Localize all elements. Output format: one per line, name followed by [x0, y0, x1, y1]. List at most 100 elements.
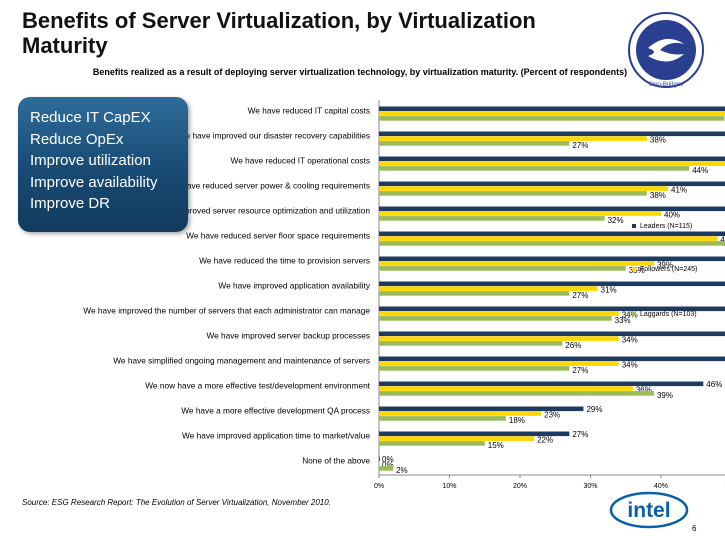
category-label: None of the above — [302, 456, 370, 466]
category-label: We have improved server resource optimiz… — [141, 206, 370, 216]
bar-laggards — [379, 441, 485, 446]
data-label-followers: 0% — [382, 461, 394, 470]
data-label-laggards: 2% — [396, 466, 408, 475]
bar-laggards — [379, 216, 605, 221]
bar-followers — [379, 211, 661, 216]
bar-laggards — [379, 241, 725, 246]
data-label-laggards: 27% — [572, 366, 588, 375]
bar-followers — [379, 461, 380, 466]
category-label: We have a more effective development QA … — [181, 406, 370, 416]
category-label: We now have a more effective test/develo… — [145, 381, 370, 391]
data-label-leaders: 27% — [572, 430, 588, 439]
bar-laggards — [379, 366, 570, 371]
legend-label-laggards: Laggards (N=103) — [640, 311, 697, 318]
bar-laggards — [379, 191, 647, 196]
bar-laggards — [379, 341, 563, 346]
source-note: Source: ESG Research Report: The Evoluti… — [22, 498, 331, 507]
data-label-laggards: 27% — [572, 291, 588, 300]
data-label-laggards: 18% — [509, 416, 525, 425]
bar-chart: 0%10%20%30%40%50%60%70%We have reduced I… — [83, 100, 725, 490]
bar-leaders — [379, 181, 725, 187]
bar-followers — [379, 436, 535, 441]
bar-leaders — [379, 156, 725, 162]
bar-leaders — [379, 231, 725, 237]
category-label: We have reduced IT capital costs — [248, 106, 370, 116]
callout-item: Improve DR — [30, 195, 111, 212]
data-label-laggards: 26% — [565, 341, 581, 350]
bar-laggards — [379, 391, 654, 396]
data-label-followers: 48% — [720, 236, 725, 245]
data-label-laggards: 32% — [608, 216, 624, 225]
bar-followers — [379, 336, 619, 341]
bar-laggards — [379, 316, 612, 321]
data-label-laggards: 44% — [692, 166, 708, 175]
data-label-leaders: 29% — [586, 405, 602, 414]
bar-leaders — [379, 281, 725, 287]
data-label-laggards: 38% — [650, 191, 666, 200]
bar-leaders — [379, 356, 725, 362]
data-label-leaders: 0% — [382, 455, 394, 464]
data-label-followers: 34% — [622, 336, 638, 345]
bar-laggards — [379, 266, 626, 271]
bar-laggards — [379, 166, 690, 171]
callout-item: Improve availability — [30, 173, 158, 191]
bar-leaders — [379, 306, 725, 312]
slide-title: Benefits of Server Virtualization, by Vi… — [22, 8, 536, 58]
data-label-laggards: 33% — [615, 316, 631, 325]
data-label-followers: 23% — [544, 411, 560, 420]
x-tick-label: 10% — [442, 483, 456, 490]
callout-item: Reduce IT CapEX — [30, 109, 151, 126]
data-label-laggards: 27% — [572, 141, 588, 150]
bar-followers — [379, 361, 619, 366]
chart-title: Benefits realized as a result of deployi… — [92, 67, 628, 77]
bar-followers — [379, 386, 633, 391]
data-label-followers: 34% — [622, 311, 638, 320]
x-tick-label: 40% — [654, 483, 668, 490]
category-label: We have improved application time to mar… — [182, 431, 370, 441]
category-label: We have reduced server power & cooling r… — [168, 181, 370, 191]
legend-label-followers: Followers (N=245) — [640, 266, 697, 273]
bar-followers — [379, 411, 542, 416]
data-label-laggards: 35% — [629, 266, 645, 275]
bar-leaders — [379, 106, 725, 112]
benefits-callout-box: Reduce IT CapEX Reduce OpEx Improve util… — [18, 97, 188, 232]
category-label: We have improved server backup processes — [206, 331, 370, 341]
category-label: We have reduced the time to provision se… — [199, 256, 370, 266]
category-label: We have improved the number of servers t… — [83, 306, 370, 316]
bar-laggards — [379, 116, 725, 121]
legend-swatch-followers — [632, 267, 636, 271]
data-label-laggards: 15% — [488, 441, 504, 450]
bar-laggards — [379, 291, 570, 296]
category-label: We have improved our disaster recovery c… — [178, 131, 370, 141]
callout-item: Reduce OpEx — [30, 130, 124, 148]
bar-leaders — [379, 131, 725, 137]
category-label: We have simplified ongoing management an… — [113, 356, 370, 366]
bar-leaders — [379, 456, 380, 462]
category-label: We have reduced IT operational costs — [231, 156, 370, 166]
page-number: 6 — [692, 524, 697, 533]
bar-laggards — [379, 416, 506, 421]
intel-logo: intel — [609, 491, 689, 529]
bar-followers — [379, 186, 669, 191]
legend-label-leaders: Leaders (N=115) — [640, 223, 692, 230]
bar-followers — [379, 311, 619, 316]
x-tick-label: 0% — [374, 483, 384, 490]
data-label-followers: 22% — [537, 436, 553, 445]
bar-leaders — [379, 206, 725, 212]
category-label: We have reduced server floor space requi… — [186, 231, 370, 241]
data-label-followers: 40% — [664, 211, 680, 220]
data-label-followers: 41% — [671, 186, 687, 195]
bar-leaders — [379, 331, 725, 337]
data-label-followers: 36% — [636, 386, 652, 395]
bar-laggards — [379, 466, 394, 471]
intel-wordmark: intel — [627, 499, 670, 522]
bar-laggards — [379, 141, 570, 146]
x-tick-label: 20% — [513, 483, 527, 490]
bar-leaders — [379, 381, 704, 387]
bar-followers — [379, 161, 725, 166]
data-label-laggards: 39% — [657, 391, 673, 400]
x-tick-label: 30% — [583, 483, 597, 490]
bar-followers — [379, 286, 598, 291]
data-label-followers: 39% — [657, 261, 673, 270]
data-label-followers: 34% — [622, 361, 638, 370]
